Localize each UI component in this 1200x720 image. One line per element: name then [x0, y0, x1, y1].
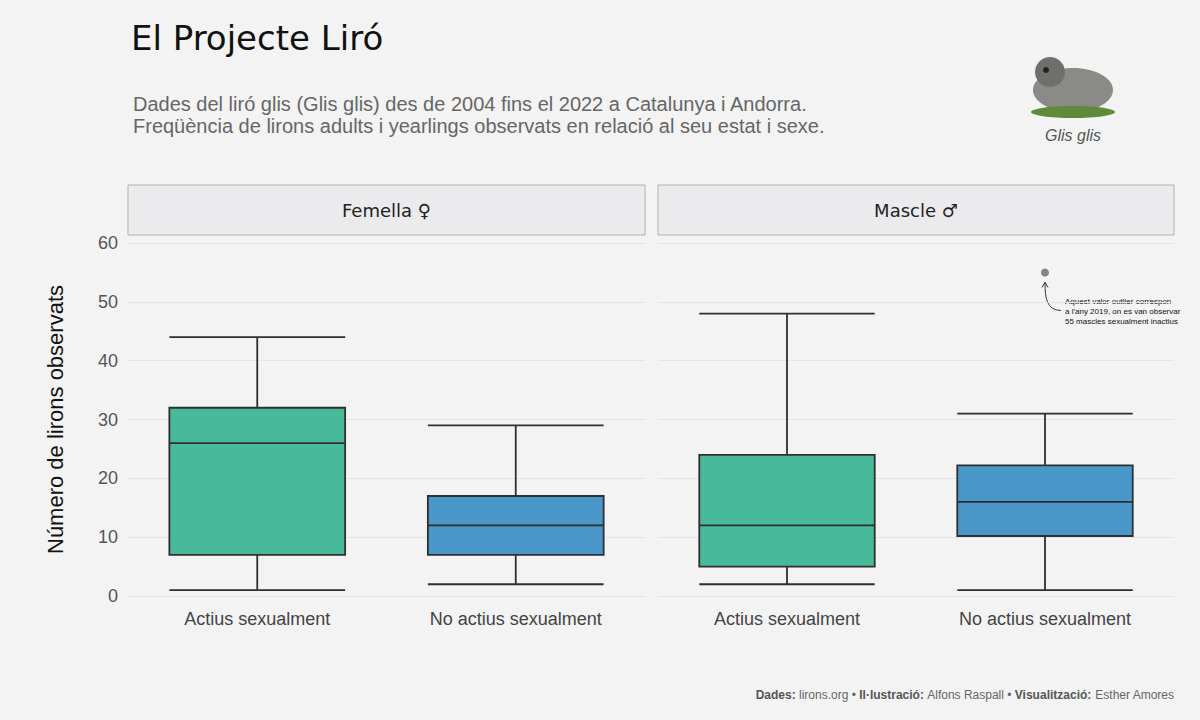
- svg-text:Visualització:: Visualització:: [1015, 688, 1091, 702]
- svg-text:a l'any 2019, on es van observ: a l'any 2019, on es van observar: [1065, 307, 1181, 316]
- svg-text:Esther Amores: Esther Amores: [1095, 688, 1174, 702]
- svg-text:Número de lirons observats: Número de lirons observats: [43, 285, 68, 554]
- svg-text:Mascle ♂: Mascle ♂: [874, 200, 958, 221]
- svg-text:Glis glis: Glis glis: [1045, 127, 1101, 144]
- svg-text:•: •: [848, 688, 859, 702]
- svg-text:40: 40: [98, 351, 118, 371]
- svg-text:55 mascles sexualment inactius: 55 mascles sexualment inactius: [1065, 317, 1178, 326]
- svg-text:20: 20: [98, 468, 118, 488]
- svg-text:10: 10: [98, 527, 118, 547]
- svg-text:50: 50: [98, 292, 118, 312]
- svg-text:lirons.org: lirons.org: [799, 688, 848, 702]
- svg-text:El Projecte Liró: El Projecte Liró: [131, 18, 383, 58]
- svg-text:Alfons Raspall: Alfons Raspall: [927, 688, 1004, 702]
- svg-text:No actius sexualment: No actius sexualment: [959, 609, 1131, 629]
- svg-text:Freqüència de lirons adults i: Freqüència de lirons adults i yearlings …: [133, 115, 824, 137]
- svg-text:0: 0: [108, 586, 118, 606]
- svg-text:•: •: [1004, 688, 1015, 702]
- svg-text:30: 30: [98, 410, 118, 430]
- svg-text:Dades del liró glis (Glis glis: Dades del liró glis (Glis glis) des de 2…: [133, 93, 807, 115]
- svg-text:Femella ♀: Femella ♀: [342, 200, 431, 221]
- svg-text:60: 60: [98, 233, 118, 253]
- svg-text:No actius sexualment: No actius sexualment: [430, 609, 602, 629]
- svg-text:Il·lustració:: Il·lustració:: [859, 688, 924, 702]
- svg-text:Aquest valor outlier correspon: Aquest valor outlier correspon: [1065, 297, 1171, 306]
- svg-text:Actius sexualment: Actius sexualment: [184, 609, 330, 629]
- svg-text:Dades:: Dades:: [756, 688, 796, 702]
- svg-text:Actius sexualment: Actius sexualment: [714, 609, 860, 629]
